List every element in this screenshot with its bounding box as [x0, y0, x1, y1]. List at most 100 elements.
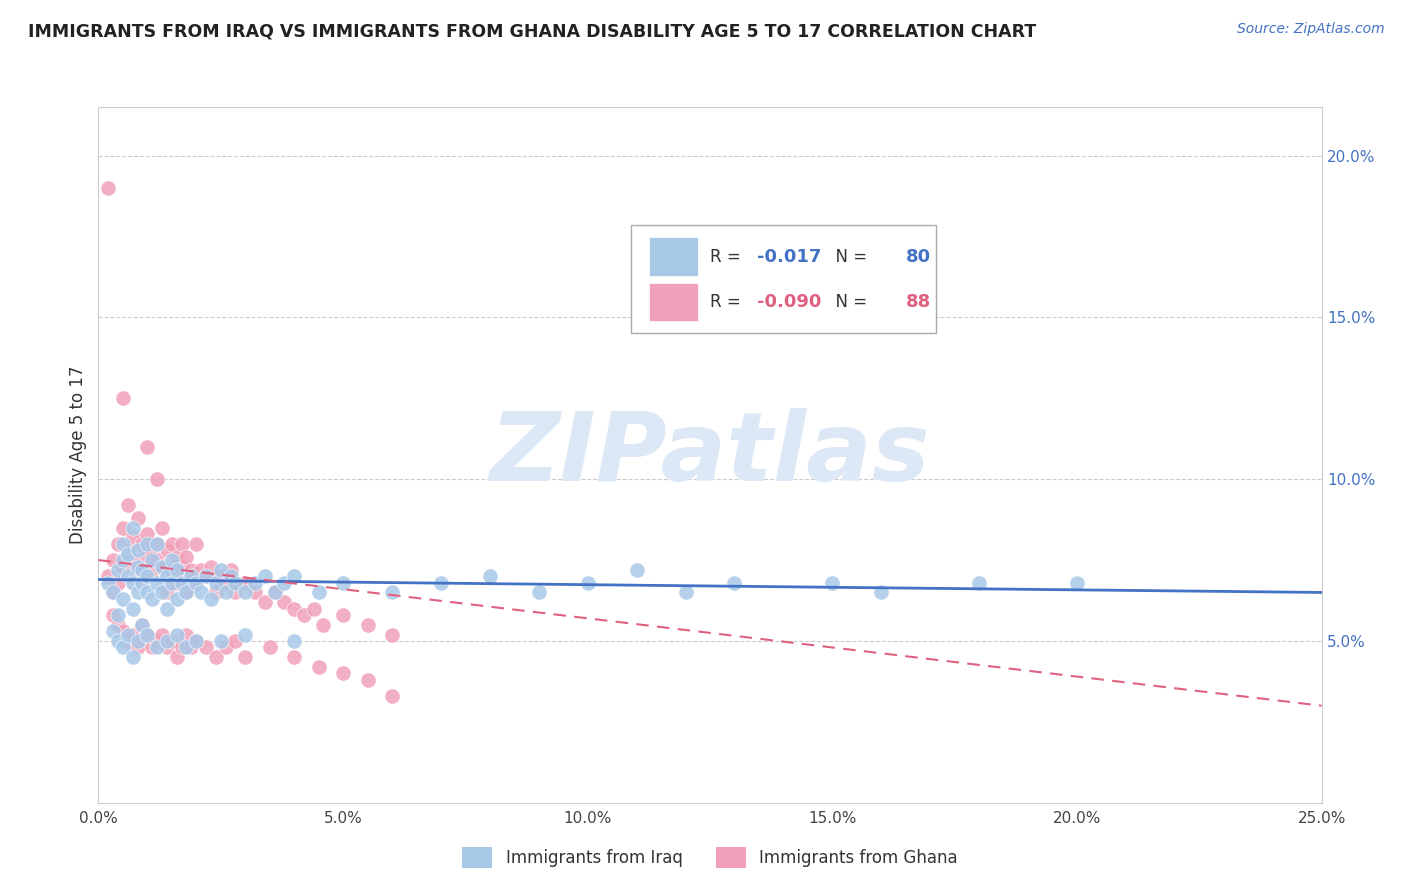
Text: IMMIGRANTS FROM IRAQ VS IMMIGRANTS FROM GHANA DISABILITY AGE 5 TO 17 CORRELATION: IMMIGRANTS FROM IRAQ VS IMMIGRANTS FROM …	[28, 22, 1036, 40]
Point	[121, 521, 143, 535]
Point	[180, 569, 202, 583]
Text: 80: 80	[905, 248, 931, 266]
Point	[117, 569, 139, 583]
Point	[146, 553, 169, 567]
Point	[121, 553, 143, 567]
Point	[176, 585, 198, 599]
Point	[430, 575, 453, 590]
Point	[205, 585, 228, 599]
Point	[136, 585, 159, 599]
Point	[308, 660, 330, 674]
Point	[166, 549, 188, 564]
Point	[967, 575, 990, 590]
Text: N =: N =	[825, 293, 872, 310]
Point	[283, 650, 305, 665]
Point	[195, 569, 218, 583]
Point	[111, 521, 134, 535]
Point	[224, 575, 246, 590]
Point	[478, 569, 501, 583]
Point	[176, 640, 198, 655]
Point	[166, 591, 188, 606]
Point	[131, 575, 153, 590]
Point	[107, 608, 129, 623]
Point	[190, 585, 212, 599]
Point	[146, 640, 169, 655]
Point	[176, 627, 198, 641]
Point	[209, 563, 232, 577]
Point	[273, 575, 295, 590]
Point	[146, 537, 169, 551]
Point	[356, 617, 378, 632]
Point	[146, 634, 169, 648]
FancyBboxPatch shape	[650, 283, 697, 321]
Point	[870, 585, 893, 599]
Point	[219, 563, 242, 577]
Point	[117, 498, 139, 512]
Point	[136, 440, 159, 454]
Point	[170, 559, 193, 574]
Point	[136, 537, 159, 551]
Point	[253, 569, 276, 583]
Point	[381, 689, 404, 703]
Point	[160, 634, 183, 648]
Point	[107, 575, 129, 590]
Point	[1066, 575, 1088, 590]
Point	[136, 569, 159, 583]
Point	[160, 575, 183, 590]
Point	[117, 547, 139, 561]
Point	[200, 591, 222, 606]
Point	[626, 563, 648, 577]
Point	[127, 543, 149, 558]
Point	[121, 575, 143, 590]
Point	[156, 569, 179, 583]
Text: ZIPatlas: ZIPatlas	[489, 409, 931, 501]
Point	[141, 563, 163, 577]
Point	[214, 640, 236, 655]
Point	[160, 553, 183, 567]
Point	[146, 537, 169, 551]
Point	[166, 650, 188, 665]
Point	[170, 537, 193, 551]
Point	[101, 585, 124, 599]
Point	[263, 585, 285, 599]
Point	[180, 563, 202, 577]
Text: R =: R =	[710, 248, 747, 266]
Point	[150, 559, 173, 574]
Point	[150, 559, 173, 574]
Text: -0.090: -0.090	[756, 293, 821, 310]
Point	[170, 640, 193, 655]
Point	[131, 575, 153, 590]
Point	[308, 585, 330, 599]
Point	[131, 537, 153, 551]
Text: 88: 88	[905, 293, 931, 310]
Point	[205, 650, 228, 665]
Point	[156, 634, 179, 648]
Point	[117, 543, 139, 558]
Point	[332, 575, 354, 590]
Point	[131, 563, 153, 577]
Point	[107, 537, 129, 551]
Point	[150, 521, 173, 535]
Text: -0.017: -0.017	[756, 248, 821, 266]
Point	[214, 585, 236, 599]
Point	[107, 617, 129, 632]
Point	[186, 634, 208, 648]
Point	[136, 549, 159, 564]
Point	[131, 617, 153, 632]
Point	[186, 634, 208, 648]
Point	[209, 569, 232, 583]
Point	[111, 640, 134, 655]
Point	[107, 634, 129, 648]
Point	[190, 563, 212, 577]
FancyBboxPatch shape	[630, 226, 936, 334]
Point	[160, 563, 183, 577]
Point	[141, 640, 163, 655]
Point	[527, 585, 550, 599]
Legend: Immigrants from Iraq, Immigrants from Ghana: Immigrants from Iraq, Immigrants from Gh…	[456, 841, 965, 874]
Point	[224, 634, 246, 648]
Point	[332, 608, 354, 623]
Text: N =: N =	[825, 248, 872, 266]
Point	[243, 585, 266, 599]
Point	[233, 585, 256, 599]
Point	[302, 601, 325, 615]
